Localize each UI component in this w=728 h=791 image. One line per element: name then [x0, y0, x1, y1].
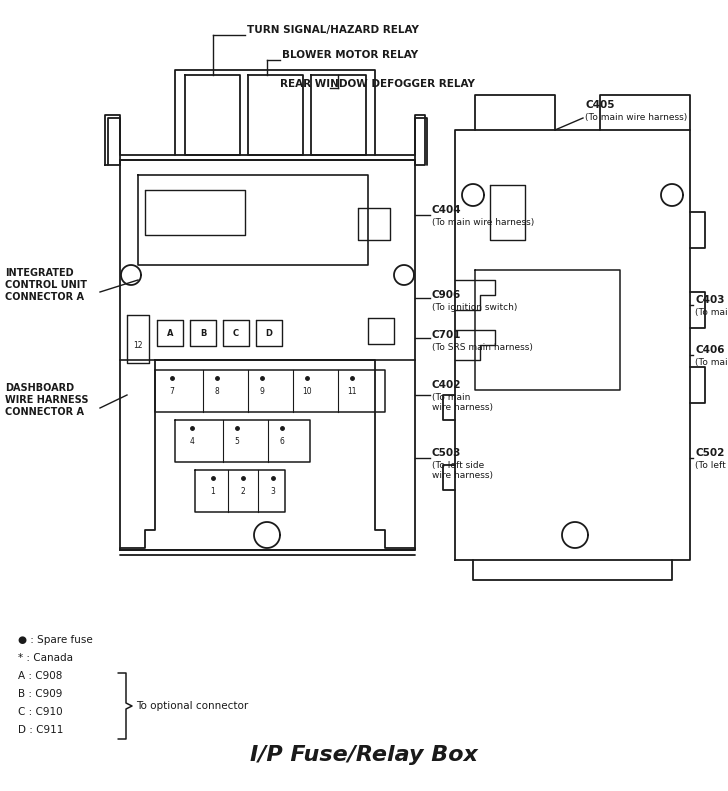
Text: A : C908: A : C908: [18, 671, 63, 681]
Text: To optional connector: To optional connector: [136, 701, 248, 711]
Text: C906: C906: [432, 290, 462, 300]
Text: C406: C406: [695, 345, 724, 355]
Text: * : Canada: * : Canada: [18, 653, 73, 663]
Text: D : C911: D : C911: [18, 725, 63, 735]
Text: C402: C402: [432, 380, 462, 390]
Text: (To main wire harness): (To main wire harness): [585, 113, 687, 122]
Text: BLOWER MOTOR RELAY: BLOWER MOTOR RELAY: [282, 50, 418, 60]
Text: C404: C404: [432, 205, 462, 215]
Text: C405: C405: [585, 100, 614, 110]
Text: 2: 2: [241, 487, 245, 497]
Text: ● : Spare fuse: ● : Spare fuse: [18, 635, 92, 645]
Text: 9: 9: [260, 388, 264, 396]
Text: 6: 6: [280, 437, 285, 446]
Text: 11: 11: [347, 388, 357, 396]
Text: (To main wire harness): (To main wire harness): [432, 218, 534, 227]
Text: B : C909: B : C909: [18, 689, 63, 699]
Text: 10: 10: [302, 388, 312, 396]
Text: (To left side wire harness): (To left side wire harness): [695, 461, 728, 470]
Text: TURN SIGNAL/HAZARD RELAY: TURN SIGNAL/HAZARD RELAY: [247, 25, 419, 35]
Text: C503: C503: [432, 448, 462, 458]
Text: DASHBOARD
WIRE HARNESS
CONNECTOR A: DASHBOARD WIRE HARNESS CONNECTOR A: [5, 384, 89, 417]
Text: 1: 1: [210, 487, 215, 497]
Text: (To SRS main harness): (To SRS main harness): [432, 343, 533, 352]
Text: C403: C403: [695, 295, 724, 305]
Text: C: C: [233, 328, 239, 338]
Text: (To ignition switch): (To ignition switch): [432, 303, 518, 312]
Text: B: B: [199, 328, 206, 338]
Text: C : C910: C : C910: [18, 707, 63, 717]
Text: REAR WINDOW DEFOGGER RELAY: REAR WINDOW DEFOGGER RELAY: [280, 79, 475, 89]
Text: 12: 12: [133, 340, 143, 350]
Text: (To main
wire harness): (To main wire harness): [432, 393, 493, 412]
Text: 5: 5: [234, 437, 240, 446]
Text: C502: C502: [695, 448, 724, 458]
Text: I/P Fuse/Relay Box: I/P Fuse/Relay Box: [250, 745, 478, 765]
Text: INTEGRATED
CONTROL UNIT
CONNECTOR A: INTEGRATED CONTROL UNIT CONNECTOR A: [5, 268, 87, 301]
Text: 3: 3: [271, 487, 275, 497]
Text: A: A: [167, 328, 173, 338]
Text: C701: C701: [432, 330, 462, 340]
Text: (To left side
wire harness): (To left side wire harness): [432, 461, 493, 480]
Text: (To main wire harness): (To main wire harness): [695, 358, 728, 367]
Text: 8: 8: [215, 388, 219, 396]
Text: 7: 7: [170, 388, 175, 396]
Text: 4: 4: [189, 437, 194, 446]
Text: (To main wire harness): (To main wire harness): [695, 308, 728, 317]
Text: D: D: [266, 328, 272, 338]
